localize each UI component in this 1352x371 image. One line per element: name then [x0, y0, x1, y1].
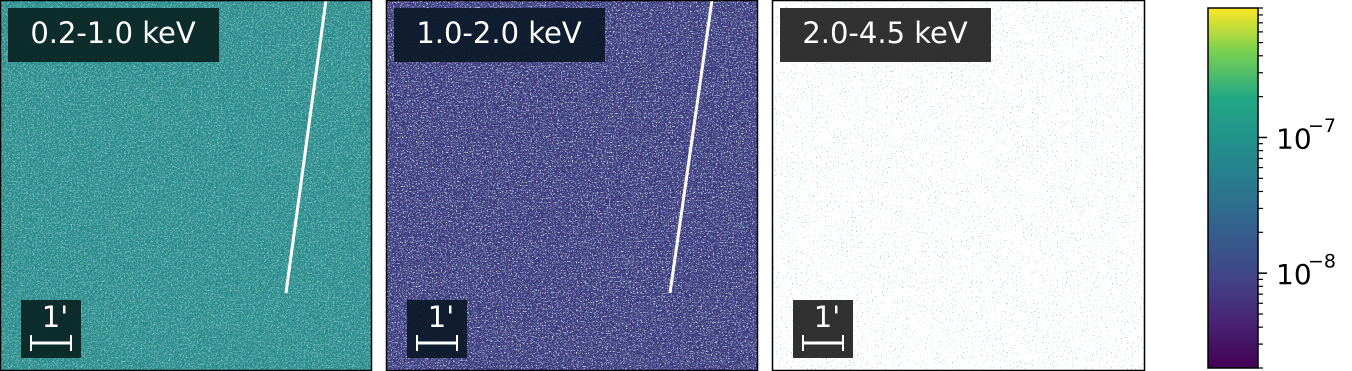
scalebar-label: 1'	[42, 300, 68, 334]
colorbar-frame	[1207, 7, 1259, 369]
label-box	[394, 8, 605, 62]
band-label: 0.2-1.0 keV	[30, 16, 196, 50]
tick-base: 10	[1276, 122, 1312, 155]
band-label: 1.0-2.0 keV	[416, 16, 582, 50]
tick-base: 10	[1276, 258, 1312, 291]
label-box	[8, 8, 219, 62]
tick-exponent: −7	[1308, 115, 1336, 137]
colorbar	[1208, 8, 1258, 368]
label-box	[780, 8, 991, 62]
scalebar-label: 1'	[814, 300, 840, 334]
scalebar-label: 1'	[428, 300, 454, 334]
band-label: 2.0-4.5 keV	[802, 16, 968, 50]
tick-exponent: −8	[1308, 251, 1336, 273]
